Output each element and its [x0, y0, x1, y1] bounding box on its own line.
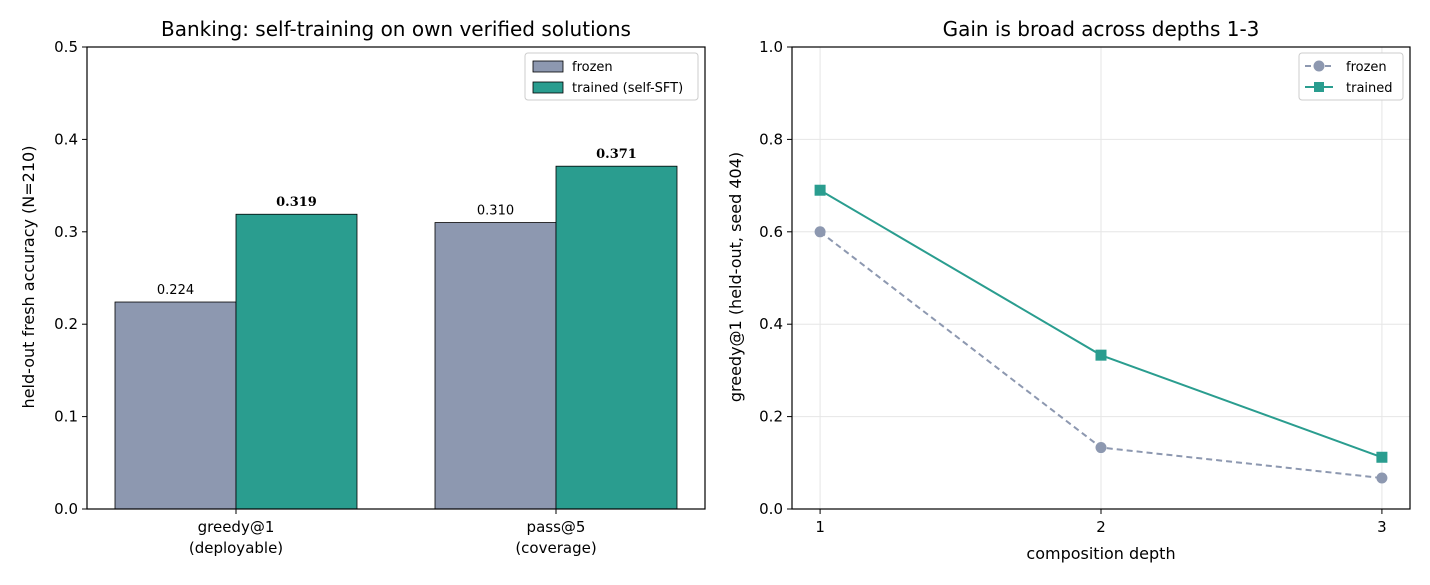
y-tick-label: 0.0	[54, 500, 78, 518]
chart-title: Gain is broad across depths 1-3	[943, 17, 1260, 41]
grid	[792, 46, 1410, 510]
x-tick-label: 1	[815, 518, 825, 536]
chart-title: Banking: self-training on own verified s…	[161, 17, 631, 41]
legend-label-frozen: frozen	[572, 60, 613, 75]
y-axis-ticks: 0.0 0.1 0.2 0.3 0.4 0.5	[54, 38, 87, 518]
x-axis-label: composition depth	[1026, 544, 1175, 563]
y-tick-label: 0.2	[759, 408, 783, 426]
y-tick-label: 0.5	[54, 38, 78, 56]
data-point-frozen	[1095, 442, 1107, 454]
y-tick-label: 0.0	[759, 500, 783, 518]
legend-marker-frozen	[1313, 60, 1325, 72]
data-point-frozen	[814, 226, 826, 238]
data-point-trained	[1376, 451, 1388, 463]
data-point-trained	[1095, 349, 1107, 361]
x-axis-ticks: greedy@1 (deployable) pass@5 (coverage)	[189, 509, 597, 557]
y-tick-label: 0.2	[54, 315, 78, 333]
bar-trained	[555, 165, 678, 510]
bar-frozen	[434, 222, 557, 510]
legend-marker-trained	[1314, 82, 1324, 92]
data-label: 0.310	[477, 204, 514, 219]
bar-chart: Banking: self-training on own verified s…	[19, 17, 706, 557]
x-tick-label: (deployable)	[189, 539, 283, 557]
legend: frozen trained (self-SFT)	[524, 52, 699, 101]
data-label: 0.319	[276, 195, 317, 210]
y-tick-label: 0.1	[54, 408, 78, 426]
bar-frozen	[114, 301, 237, 510]
plot-frame	[86, 46, 706, 510]
legend-swatch-trained	[532, 81, 564, 94]
y-axis-ticks: 0.0 0.2 0.4 0.6 0.8 1.0	[759, 38, 792, 518]
line-chart: Gain is broad across depths 1-3 greedy@1…	[726, 17, 1411, 563]
y-tick-label: 1.0	[759, 38, 783, 56]
legend-box	[1298, 52, 1404, 101]
y-tick-label: 0.8	[759, 130, 783, 148]
y-tick-label: 0.3	[54, 223, 78, 241]
y-tick-label: 0.6	[759, 223, 783, 241]
bar-trained	[235, 213, 358, 510]
y-axis-label: greedy@1 (held-out, seed 404)	[726, 152, 745, 402]
legend-label-frozen: frozen	[1346, 60, 1387, 75]
data-point-frozen	[1376, 472, 1388, 484]
legend-box	[524, 52, 699, 101]
y-tick-label: 0.4	[54, 130, 78, 148]
x-tick-label: 3	[1377, 518, 1387, 536]
legend: frozen trained	[1298, 52, 1404, 101]
plot-frame	[791, 46, 1411, 510]
data-label: 0.371	[596, 147, 637, 162]
y-axis-label: held-out fresh accuracy (N=210)	[19, 146, 38, 409]
data-label: 0.224	[157, 283, 194, 298]
x-tick-label: (coverage)	[515, 539, 596, 557]
series-lines	[814, 184, 1388, 484]
x-tick-label: pass@5	[527, 518, 586, 536]
y-tick-label: 0.4	[759, 315, 783, 333]
legend-label-trained: trained	[1346, 81, 1393, 96]
bars: 0.224 0.319 0.310 0.371	[114, 147, 678, 510]
x-tick-label: greedy@1	[198, 518, 275, 536]
x-axis-ticks: 1 2 3	[815, 509, 1387, 536]
legend-swatch-frozen	[532, 60, 564, 73]
x-tick-label: 2	[1096, 518, 1106, 536]
data-point-trained	[814, 184, 826, 196]
legend-label-trained: trained (self-SFT)	[572, 81, 683, 96]
